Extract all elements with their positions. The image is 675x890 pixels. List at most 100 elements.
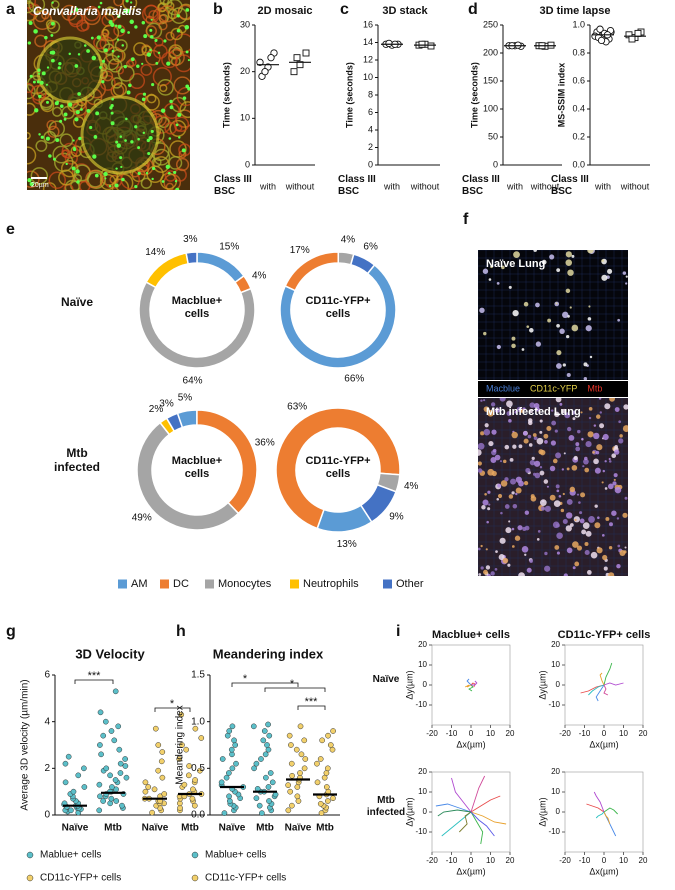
cell-wall [175, 109, 190, 128]
cell-wall [159, 84, 168, 93]
point [229, 765, 236, 772]
point [161, 791, 168, 797]
point [427, 42, 435, 50]
cell [535, 302, 540, 308]
cell [497, 483, 502, 488]
cell-wall [27, 82, 34, 94]
point [65, 753, 72, 760]
cell [562, 492, 565, 496]
fluor-dot [59, 104, 64, 108]
fluor-dot [142, 92, 147, 96]
cell [625, 282, 628, 285]
cell-wall [161, 51, 178, 69]
fluor-dot [121, 177, 125, 182]
cell [544, 440, 548, 444]
point [226, 793, 232, 800]
point [261, 68, 269, 76]
y-tick-label: 250 [483, 19, 498, 29]
cell [594, 467, 601, 474]
cell [534, 472, 541, 479]
track [603, 811, 611, 825]
y-tick-label: -10 [548, 827, 560, 836]
y-tick-label: 0.6 [572, 75, 585, 85]
fluor-dot [154, 38, 158, 43]
fluor-dot [91, 55, 97, 61]
y-axis-label: Time (seconds) [344, 62, 354, 128]
cell [511, 527, 515, 531]
point [112, 777, 119, 783]
y-axis-label: Average 3D velocity (µm/min) [20, 679, 31, 810]
point [117, 760, 124, 767]
point [260, 737, 267, 744]
fluor-dot [50, 33, 54, 37]
fluor-dot [175, 123, 179, 127]
value-label: 2% [149, 404, 164, 415]
y-tick-label: 2 [368, 142, 373, 152]
y-axis-label: MS-SSIM index [556, 63, 566, 128]
cell [595, 414, 601, 419]
value-label: 66% [344, 374, 364, 385]
cell [555, 452, 562, 459]
significance-label: *** [88, 670, 102, 682]
fluor-dot [150, 18, 153, 21]
x-tick-label: -10 [579, 856, 591, 865]
cell [486, 520, 489, 524]
cell [511, 431, 518, 439]
cell [579, 511, 583, 515]
point [288, 742, 294, 748]
cell-wall [48, 171, 66, 189]
point [231, 737, 237, 744]
track [603, 662, 613, 686]
significance-bracket [74, 679, 114, 684]
cell [508, 520, 511, 523]
cell [566, 498, 573, 505]
fluor-dot [108, 185, 112, 188]
y-tick-label: 10 [551, 660, 560, 669]
fluor-dot [86, 108, 91, 113]
fluor-dot [97, 5, 101, 9]
point [285, 807, 292, 814]
fluor-dot [104, 177, 107, 180]
cell-wall [27, 3, 41, 16]
fluor-dot [27, 177, 32, 183]
fluor-dot [77, 92, 81, 96]
fluor-dot [41, 71, 46, 76]
fluor-dot [121, 44, 125, 47]
track [603, 684, 609, 696]
significance-bracket [154, 707, 191, 712]
x-tick-label: 10 [486, 729, 495, 738]
cell [590, 551, 598, 559]
cell [601, 259, 604, 262]
point [223, 774, 230, 781]
cell-wall [175, 157, 190, 172]
point [261, 728, 268, 734]
cell [563, 452, 566, 455]
fluor-dot [177, 112, 182, 118]
fluor-dot [111, 97, 114, 101]
cell-wall [143, 94, 160, 111]
cell [611, 510, 617, 516]
y-tick-label: 0 [423, 680, 428, 689]
cell [587, 317, 592, 321]
cell [483, 399, 486, 402]
x-tick-label: Naïve [285, 823, 312, 834]
fluor-dot [169, 99, 173, 104]
fluor-dot [101, 59, 106, 63]
cell [565, 259, 573, 266]
point [226, 770, 232, 776]
x-axis-label-box: Class III BSC [338, 174, 376, 197]
cell [511, 491, 515, 495]
fluor-dot [77, 53, 81, 56]
cell [613, 478, 616, 481]
cell [499, 460, 503, 463]
point [266, 798, 272, 804]
point [264, 742, 270, 748]
point [253, 760, 260, 767]
vascular-bundle [80, 95, 160, 175]
track [603, 807, 618, 815]
cell [622, 512, 628, 518]
fluor-dot [128, 83, 132, 88]
cell [561, 468, 565, 471]
cell [480, 431, 485, 436]
